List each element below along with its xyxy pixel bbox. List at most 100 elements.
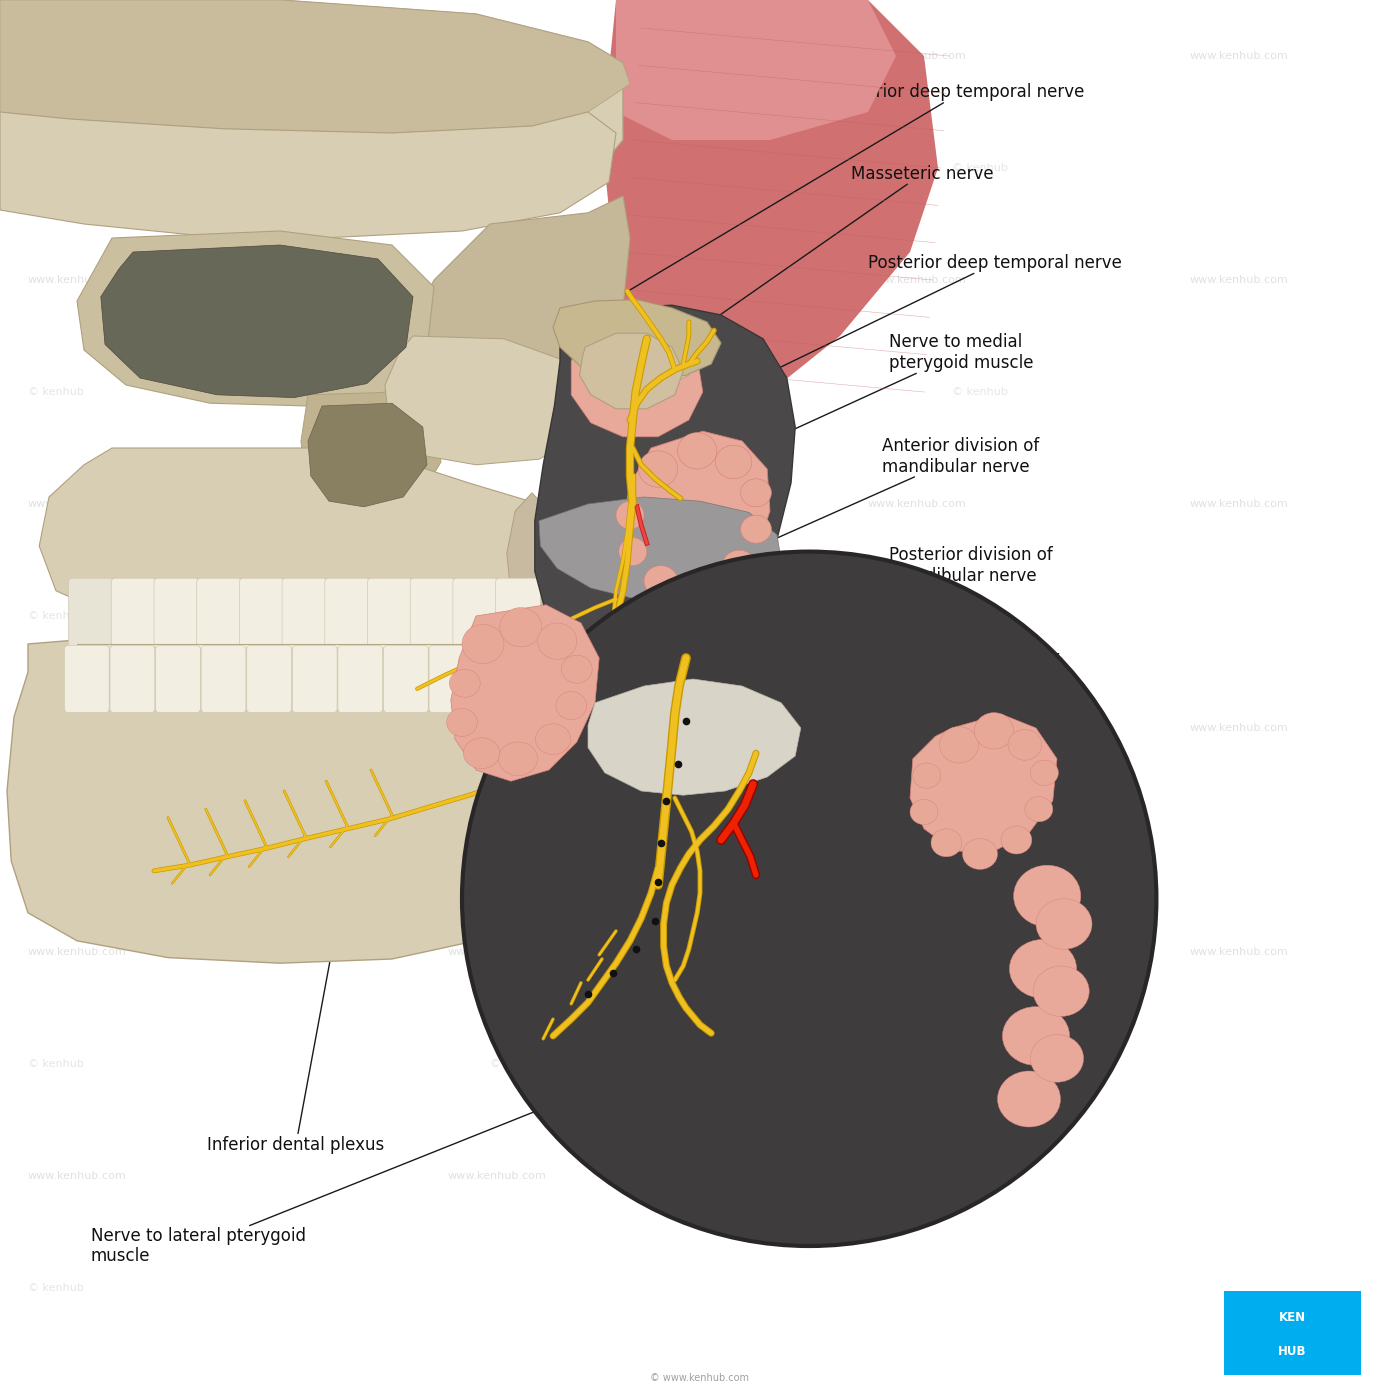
Text: Posterior deep temporal nerve: Posterior deep temporal nerve (640, 255, 1121, 435)
Polygon shape (451, 605, 599, 781)
FancyBboxPatch shape (384, 645, 428, 713)
Text: © kenhub: © kenhub (952, 1058, 1008, 1070)
Text: © kenhub: © kenhub (28, 834, 84, 846)
Polygon shape (581, 322, 697, 392)
Text: © kenhub: © kenhub (952, 834, 1008, 846)
Polygon shape (308, 403, 427, 507)
Text: www.kenhub.com: www.kenhub.com (28, 1170, 127, 1182)
Text: www.kenhub.com: www.kenhub.com (1190, 274, 1289, 286)
Text: www.kenhub.com: www.kenhub.com (28, 946, 127, 958)
Text: Anterior deep temporal nerve: Anterior deep temporal nerve (584, 84, 1085, 318)
Polygon shape (588, 679, 801, 795)
Polygon shape (39, 448, 560, 644)
Ellipse shape (1033, 966, 1089, 1016)
Text: Inferior dental plexus: Inferior dental plexus (207, 946, 385, 1154)
Text: www.kenhub.com: www.kenhub.com (868, 274, 967, 286)
Ellipse shape (1002, 1007, 1070, 1065)
Polygon shape (77, 231, 434, 406)
Text: www.kenhub.com: www.kenhub.com (868, 946, 967, 958)
Ellipse shape (1036, 899, 1092, 949)
Polygon shape (910, 714, 1057, 851)
Text: www.kenhub.com: www.kenhub.com (448, 50, 547, 62)
Text: Middle meningeal artery: Middle meningeal artery (843, 764, 1092, 813)
FancyBboxPatch shape (475, 645, 519, 713)
Ellipse shape (498, 742, 538, 776)
Polygon shape (622, 431, 770, 599)
FancyBboxPatch shape (293, 645, 337, 713)
Text: Posterior division of
mandibular nerve: Posterior division of mandibular nerve (770, 546, 1053, 640)
Ellipse shape (500, 608, 542, 647)
Polygon shape (385, 336, 595, 465)
Ellipse shape (535, 724, 571, 755)
Text: © kenhub: © kenhub (490, 162, 546, 174)
FancyBboxPatch shape (69, 578, 113, 648)
Ellipse shape (913, 763, 941, 788)
FancyBboxPatch shape (410, 578, 455, 648)
Text: www.kenhub.com: www.kenhub.com (28, 274, 127, 286)
Ellipse shape (1014, 865, 1081, 927)
FancyBboxPatch shape (452, 578, 497, 648)
FancyBboxPatch shape (112, 578, 157, 648)
Ellipse shape (678, 433, 717, 469)
Text: www.kenhub.com: www.kenhub.com (868, 722, 967, 734)
Text: www.kenhub.com: www.kenhub.com (1190, 946, 1289, 958)
Ellipse shape (931, 829, 962, 857)
FancyBboxPatch shape (428, 645, 473, 713)
Polygon shape (101, 245, 413, 398)
Ellipse shape (1030, 760, 1058, 785)
FancyBboxPatch shape (367, 578, 412, 648)
Ellipse shape (1001, 826, 1032, 854)
Text: © kenhub: © kenhub (28, 1058, 84, 1070)
Ellipse shape (974, 713, 1014, 749)
Ellipse shape (462, 624, 504, 664)
Text: www.kenhub.com: www.kenhub.com (28, 50, 127, 62)
Text: Anterior division of
mandibular nerve: Anterior division of mandibular nerve (683, 437, 1039, 580)
Text: www.kenhub.com: www.kenhub.com (28, 498, 127, 510)
Polygon shape (507, 493, 563, 644)
Text: © kenhub: © kenhub (490, 610, 546, 622)
Text: Chorda tympani: Chorda tympani (770, 1011, 914, 1039)
FancyBboxPatch shape (111, 645, 155, 713)
Ellipse shape (619, 538, 647, 566)
Polygon shape (571, 325, 703, 437)
Ellipse shape (1009, 939, 1077, 998)
FancyBboxPatch shape (246, 645, 291, 713)
Ellipse shape (1025, 797, 1053, 822)
Text: www.kenhub.com: www.kenhub.com (448, 274, 547, 286)
Polygon shape (0, 0, 630, 133)
Ellipse shape (616, 501, 644, 529)
Text: © kenhub: © kenhub (490, 386, 546, 398)
Text: HUB: HUB (1278, 1345, 1306, 1358)
Polygon shape (616, 0, 896, 140)
Text: www.kenhub.com: www.kenhub.com (448, 722, 547, 734)
FancyBboxPatch shape (154, 578, 199, 648)
Text: www.kenhub.com: www.kenhub.com (1190, 498, 1289, 510)
Ellipse shape (556, 692, 587, 720)
Text: www.kenhub.com: www.kenhub.com (28, 722, 127, 734)
Ellipse shape (1008, 729, 1042, 760)
Circle shape (462, 552, 1156, 1246)
Text: www.kenhub.com: www.kenhub.com (868, 50, 967, 62)
Ellipse shape (638, 451, 678, 487)
Polygon shape (0, 112, 616, 238)
Polygon shape (0, 0, 623, 224)
Ellipse shape (449, 669, 480, 697)
Ellipse shape (997, 1071, 1061, 1127)
Polygon shape (571, 353, 633, 655)
Ellipse shape (538, 623, 577, 659)
Text: © www.kenhub.com: © www.kenhub.com (651, 1373, 749, 1383)
Text: KEN: KEN (1278, 1312, 1306, 1324)
Text: © kenhub: © kenhub (952, 386, 1008, 398)
FancyBboxPatch shape (325, 578, 370, 648)
Text: www.kenhub.com: www.kenhub.com (448, 1170, 547, 1182)
Text: www.kenhub.com: www.kenhub.com (448, 498, 547, 510)
Ellipse shape (910, 799, 938, 825)
FancyBboxPatch shape (155, 645, 200, 713)
Text: Meningeal branch of
mandibular nerve: Meningeal branch of mandibular nerve (804, 652, 1058, 706)
FancyBboxPatch shape (196, 578, 241, 648)
Ellipse shape (447, 708, 477, 736)
Text: www.kenhub.com: www.kenhub.com (868, 498, 967, 510)
Ellipse shape (722, 550, 756, 581)
Polygon shape (301, 392, 441, 515)
Ellipse shape (741, 479, 771, 507)
